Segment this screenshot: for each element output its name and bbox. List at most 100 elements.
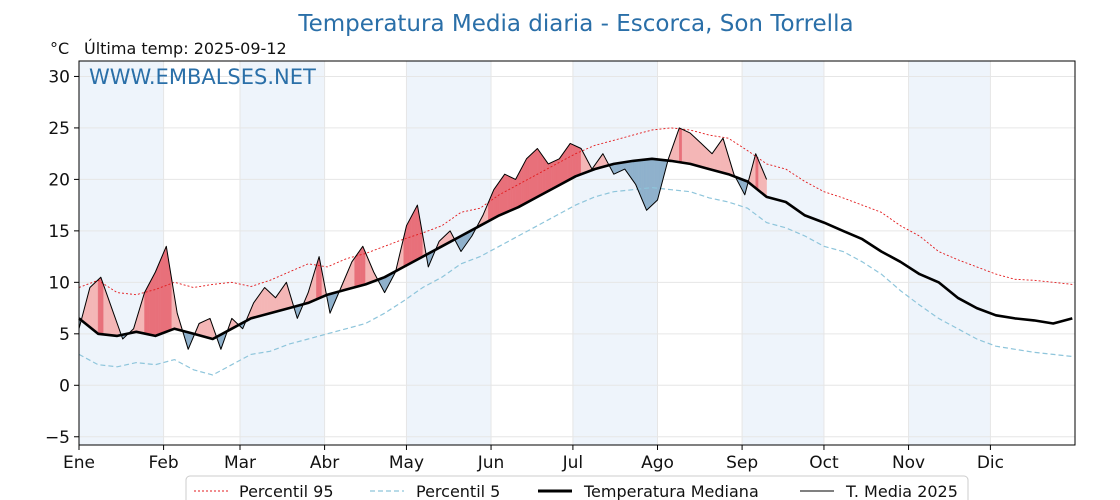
anomaly-above: [542, 155, 546, 195]
anomaly-below: [654, 158, 658, 204]
anomaly-above: [507, 175, 511, 213]
anomaly-above: [564, 146, 568, 183]
month-band-jul: [572, 61, 658, 445]
month-band-nov: [908, 61, 991, 445]
anomaly-above: [207, 318, 211, 339]
legend-label-2025: T. Media 2025: [845, 482, 958, 500]
legend-label-p95: Percentil 95: [239, 482, 334, 500]
anomaly-above: [146, 282, 151, 335]
anomaly-above: [545, 159, 549, 193]
anomaly-above: [354, 253, 358, 288]
month-shading: [79, 61, 991, 445]
x-tick-label-jun: Jun: [477, 453, 505, 473]
x-tick-label-nov: Nov: [892, 453, 925, 473]
y-tick-label: −5: [45, 428, 70, 448]
anomaly-above: [501, 173, 505, 215]
anomaly-above: [267, 289, 271, 315]
legend-label-median: Temperatura Mediana: [583, 482, 759, 500]
x-tick-label-mar: Mar: [224, 453, 256, 473]
anomaly-above: [575, 145, 579, 177]
anomaly-above: [550, 161, 554, 190]
watermark: WWW.EMBALSES.NET: [89, 65, 316, 89]
series-line-2025: [78, 127, 768, 350]
anomaly-above: [357, 249, 361, 287]
x-tick-label-oct: Oct: [809, 453, 839, 473]
anomaly-below: [646, 158, 650, 211]
anomaly-above: [359, 245, 363, 287]
anomaly-above: [509, 176, 514, 212]
anomaly-above: [537, 147, 541, 198]
anomaly-above: [687, 131, 691, 165]
month-band-ene: [79, 61, 164, 445]
anomaly-above: [198, 321, 203, 337]
unit-label: °C: [50, 39, 69, 58]
anomaly-above: [703, 145, 707, 169]
x-tick-label-dic: Dic: [977, 453, 1004, 473]
series-line-percentil-95: [78, 127, 1073, 296]
anomaly-above: [157, 259, 162, 336]
x-tick-label-ago: Ago: [641, 453, 674, 473]
series-line-mediana: [78, 157, 1073, 341]
y-tick-label: 30: [48, 67, 70, 87]
anomaly-above: [717, 141, 721, 173]
anomaly-above: [499, 177, 503, 216]
month-band-mar: [239, 61, 325, 445]
anomaly-below: [651, 158, 655, 206]
anomaly-above: [684, 130, 688, 164]
anomaly-above: [406, 220, 410, 266]
x-tick-label-may: May: [389, 453, 424, 473]
anomaly-above: [97, 276, 102, 335]
legend-box: [185, 475, 969, 500]
y-tick-label: 10: [48, 273, 70, 293]
gridlines: [79, 61, 1075, 445]
anomaly-above: [144, 287, 148, 335]
month-band-sep: [742, 61, 824, 445]
series-line-percentil-5: [78, 186, 1073, 376]
anomaly-above: [160, 252, 164, 335]
anomaly-above: [561, 150, 565, 185]
anomaly-above: [92, 281, 96, 333]
x-tick-label-sep: Sep: [726, 453, 758, 473]
anomaly-above: [201, 320, 205, 338]
anomaly-above: [264, 287, 268, 315]
x-tick-label-abr: Abr: [310, 453, 339, 473]
anomaly-above: [559, 154, 563, 186]
x-tick-label-jul: Jul: [562, 453, 584, 473]
anomaly-above: [570, 143, 574, 180]
anomaly-above: [163, 246, 167, 334]
anomaly-above: [100, 277, 104, 335]
x-tick-label-feb: Feb: [149, 453, 179, 473]
y-tick-label: 0: [59, 376, 70, 396]
y-tick-label: 15: [48, 222, 70, 242]
anomaly-above: [89, 284, 93, 330]
anomaly-above: [690, 132, 694, 165]
legend-label-p5: Percentil 5: [416, 482, 500, 500]
anomaly-above: [681, 128, 685, 164]
series-lines: [78, 127, 1073, 376]
anomaly-above: [692, 135, 696, 166]
anomaly-above: [152, 271, 156, 337]
anomaly-above: [534, 148, 538, 199]
anomaly-above: [95, 279, 99, 335]
anomaly-above: [504, 173, 508, 214]
last-temp-label: Última temp: 2025-09-12: [84, 39, 287, 58]
anomaly-above: [414, 205, 418, 262]
anomaly-below: [643, 159, 647, 211]
anomaly-above: [496, 181, 500, 218]
x-axis: Ene Feb Mar Abr May Jun Jul Ago Sep Oct Nov Dic: [63, 445, 1004, 473]
anomaly-above: [701, 142, 705, 168]
legend: Percentil 95 Percentil 5 Temperatura Med…: [185, 475, 969, 500]
y-tick-label: 25: [48, 119, 70, 139]
anomaly-above: [572, 144, 576, 179]
anomaly-above: [518, 169, 522, 208]
anomaly-above: [720, 137, 724, 174]
anomaly-below: [649, 158, 653, 209]
anomaly-above: [698, 140, 702, 168]
y-tick-label: 20: [48, 170, 70, 190]
anomaly-above: [149, 277, 153, 336]
y-axis: −5 0 5 10 15 20 25 30: [45, 67, 79, 448]
anomaly-above: [351, 257, 355, 289]
x-tick-label-ene: Ene: [63, 453, 95, 473]
y-tick-label: 5: [59, 325, 70, 345]
anomaly-above: [679, 127, 683, 163]
